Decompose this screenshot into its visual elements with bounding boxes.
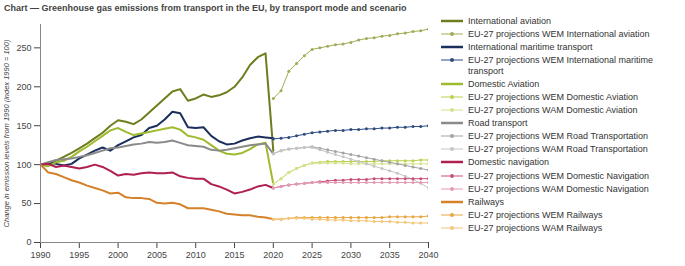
html-text:EU-27 projections WEM Railways: EU-27 projections WEM Railways [468,209,603,220]
html-text:Chart — Greenhouse gas emissio: Chart — Greenhouse gas emissions from tr… [4,3,407,13]
svg-text:100: 100 [16,160,31,170]
svg-text:2005: 2005 [147,250,167,260]
svg-text:150: 150 [16,121,31,131]
svg-text:2000: 2000 [108,250,128,260]
svg-text:250: 250 [16,43,31,53]
svg-text:0: 0 [26,237,31,247]
html-text:Railways: Railways [468,196,504,207]
svg-text:200: 200 [16,82,31,92]
html-text:Domestic navigation: Domestic navigation [468,157,549,168]
html-text:EU-27 projections WAM Railways: EU-27 projections WAM Railways [468,222,603,233]
html-text:EU-27 projections WEM Road Tra: EU-27 projections WEM Road Transportatio… [468,131,649,142]
html-text:EU-27 projections WAM Domestic: EU-27 projections WAM Domestic Aviation [468,105,638,116]
html-text:EU-27 projections WEM Domestic: EU-27 projections WEM Domestic Aviation [468,92,638,102]
svg-text:2040: 2040 [418,250,438,260]
html-text:EU-27 projections WEM Internat: EU-27 projections WEM International mari… [468,55,654,76]
svg-text:2015: 2015 [224,250,244,260]
svg-text:1990: 1990 [30,250,50,260]
html-text:EU-27 projections WEM Internat: EU-27 projections WEM International avia… [468,29,650,40]
svg-text:2020: 2020 [263,250,283,260]
svg-text:2010: 2010 [186,250,206,260]
svg-text:2035: 2035 [380,250,400,260]
html-text:Road transport: Road transport [468,118,528,129]
svg-text:Change in emission levels from: Change in emission levels from 1990 (ind… [2,39,11,227]
svg-text:2025: 2025 [302,250,322,260]
html-text:International aviation: International aviation [468,16,552,26]
svg-text:2030: 2030 [341,250,361,260]
html-text:Domestic Aviation: Domestic Aviation [468,78,540,89]
html-text:EU-27 projections WEM Domestic: EU-27 projections WEM Domestic Navigatio… [468,170,650,181]
html-text:EU-27 projections WAM Road Tra: EU-27 projections WAM Road Transportatio… [468,144,648,155]
html-text:EU-27 projections WAM Domestic: EU-27 projections WAM Domestic Navigatio… [468,183,649,194]
svg-text:1995: 1995 [69,250,89,260]
svg-text:50: 50 [21,198,31,208]
html-text:International maritime transpo: International maritime transport [468,42,593,53]
